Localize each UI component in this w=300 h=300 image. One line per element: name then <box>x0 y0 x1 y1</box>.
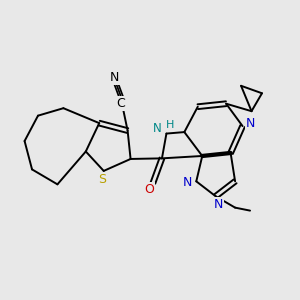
Text: O: O <box>145 183 154 196</box>
Text: N: N <box>152 122 161 135</box>
Text: N: N <box>213 198 223 211</box>
Text: N: N <box>110 70 119 84</box>
Text: S: S <box>98 173 106 186</box>
Text: N: N <box>183 176 193 189</box>
Text: N: N <box>246 117 256 130</box>
Text: H: H <box>166 120 174 130</box>
Text: C: C <box>116 97 124 110</box>
